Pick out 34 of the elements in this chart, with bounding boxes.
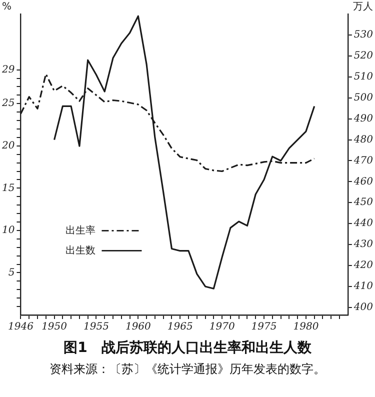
y-tick-label: 5	[8, 267, 15, 278]
y2-axis-title: 万人	[353, 2, 373, 13]
x-tick-label: 1965	[167, 322, 193, 333]
y-axis-title: %	[2, 2, 12, 13]
y2-tick-label: 500	[354, 92, 374, 104]
x-tick-label: 1955	[84, 322, 109, 333]
y-tick-label: 10	[2, 225, 16, 236]
text: 图1 战后苏联的人口出生率和出生人数	[62, 339, 312, 357]
y2-tick-label: 470	[352, 155, 374, 166]
x-tick-label: 1946	[8, 322, 34, 333]
text: 资料来源：〔苏〕《统计学通报》历年发表的数字。	[48, 361, 326, 378]
legend-label: 出生数	[66, 244, 96, 256]
y2-tick-label: 430	[352, 239, 374, 250]
y2-tick-label: 450	[352, 197, 374, 208]
x-tick-label: 1950	[42, 322, 68, 333]
y2-tick-label: 420	[352, 260, 374, 272]
x-tick-label: 1970	[209, 322, 236, 333]
legend-label: 出生率	[66, 224, 96, 236]
y-tick-label: 15	[2, 182, 15, 194]
x-tick-label: 1980	[293, 322, 320, 333]
y2-tick-label: 400	[352, 302, 374, 314]
y2-tick-label: 510	[354, 71, 374, 82]
y-tick-label: 29	[0, 64, 16, 76]
x-tick-label: 1975	[251, 322, 277, 333]
y-tick-label: 20	[0, 140, 16, 152]
y2-tick-label: 460	[352, 176, 374, 188]
x-tick-label: 1960	[125, 322, 152, 333]
y2-tick-label: 480	[352, 134, 374, 146]
y2-tick-label: 490	[352, 113, 374, 124]
y2-tick-label: 440	[352, 218, 374, 230]
y-tick-label: 25	[0, 98, 15, 110]
y2-tick-label: 410	[352, 281, 374, 292]
y2-tick-label: 530	[354, 30, 374, 41]
y2-tick-label: 520	[354, 50, 374, 62]
